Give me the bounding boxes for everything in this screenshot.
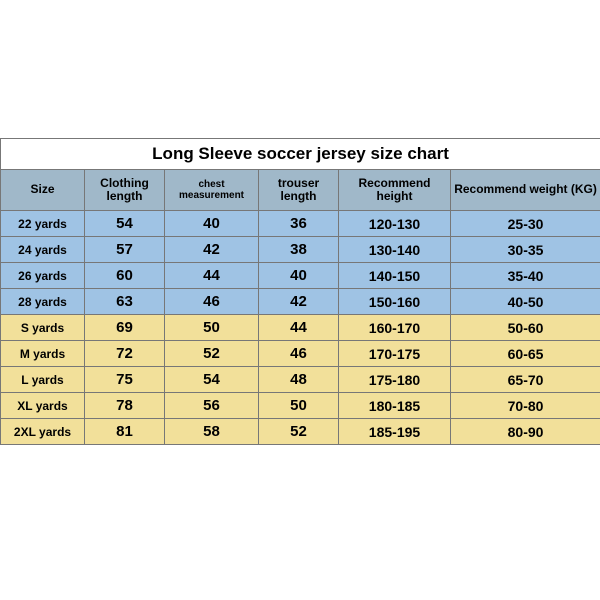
table-cell: 175-180 (339, 367, 451, 393)
table-cell: 40 (259, 263, 339, 289)
col-header: Clothinglength (85, 170, 165, 211)
table-cell: 57 (85, 237, 165, 263)
table-cell: 48 (259, 367, 339, 393)
table-cell: 70-80 (451, 393, 600, 419)
table-cell: 28 yards (1, 289, 85, 315)
table-row: 2XL yards815852185-19580-90 (1, 419, 600, 445)
table-cell: 42 (259, 289, 339, 315)
table-cell: 50-60 (451, 315, 600, 341)
table-cell: 42 (165, 237, 259, 263)
table-cell: 50 (165, 315, 259, 341)
col-header: Recommend weight (KG) (451, 170, 600, 211)
col-header: Size (1, 170, 85, 211)
table-cell: 58 (165, 419, 259, 445)
table-cell: 65-70 (451, 367, 600, 393)
table-cell: 180-185 (339, 393, 451, 419)
table-cell: 54 (165, 367, 259, 393)
table-cell: 44 (259, 315, 339, 341)
table-cell: 54 (85, 211, 165, 237)
table-cell: 130-140 (339, 237, 451, 263)
table-cell: 52 (165, 341, 259, 367)
table-cell: 80-90 (451, 419, 600, 445)
table-row: XL yards785650180-18570-80 (1, 393, 600, 419)
table-cell: 35-40 (451, 263, 600, 289)
table-cell: 170-175 (339, 341, 451, 367)
table-cell: 60-65 (451, 341, 600, 367)
table-cell: 40-50 (451, 289, 600, 315)
table-cell: 25-30 (451, 211, 600, 237)
table-cell: 140-150 (339, 263, 451, 289)
col-header: trouser length (259, 170, 339, 211)
table-cell: 46 (259, 341, 339, 367)
table-cell: L yards (1, 367, 85, 393)
table-cell: 30-35 (451, 237, 600, 263)
table-cell: 2XL yards (1, 419, 85, 445)
table-cell: 50 (259, 393, 339, 419)
table-cell: 24 yards (1, 237, 85, 263)
table-cell: 52 (259, 419, 339, 445)
table-cell: 75 (85, 367, 165, 393)
table-row: 28 yards634642150-16040-50 (1, 289, 600, 315)
table-cell: 36 (259, 211, 339, 237)
table-cell: XL yards (1, 393, 85, 419)
table-cell: 56 (165, 393, 259, 419)
table-cell: 63 (85, 289, 165, 315)
table-cell: S yards (1, 315, 85, 341)
col-header: chest measurement (165, 170, 259, 211)
table-cell: 22 yards (1, 211, 85, 237)
table-cell: M yards (1, 341, 85, 367)
table-title: Long Sleeve soccer jersey size chart (1, 139, 600, 170)
table-cell: 160-170 (339, 315, 451, 341)
table-cell: 46 (165, 289, 259, 315)
table-cell: 26 yards (1, 263, 85, 289)
table-cell: 72 (85, 341, 165, 367)
table-cell: 44 (165, 263, 259, 289)
table-cell: 185-195 (339, 419, 451, 445)
size-chart-table: Long Sleeve soccer jersey size chart Siz… (0, 138, 600, 445)
table-cell: 120-130 (339, 211, 451, 237)
table-row: L yards755448175-18065-70 (1, 367, 600, 393)
table-cell: 69 (85, 315, 165, 341)
table-cell: 78 (85, 393, 165, 419)
table-row: 24 yards574238130-14030-35 (1, 237, 600, 263)
table-cell: 81 (85, 419, 165, 445)
table-cell: 40 (165, 211, 259, 237)
col-header: Recommendheight (339, 170, 451, 211)
table-cell: 60 (85, 263, 165, 289)
table-row: 26 yards604440140-15035-40 (1, 263, 600, 289)
table-header-row: SizeClothinglengthchest measurementtrous… (1, 170, 600, 211)
table-row: 22 yards544036120-13025-30 (1, 211, 600, 237)
table-cell: 150-160 (339, 289, 451, 315)
table-row: S yards695044160-17050-60 (1, 315, 600, 341)
table-row: M yards725246170-17560-65 (1, 341, 600, 367)
table-cell: 38 (259, 237, 339, 263)
